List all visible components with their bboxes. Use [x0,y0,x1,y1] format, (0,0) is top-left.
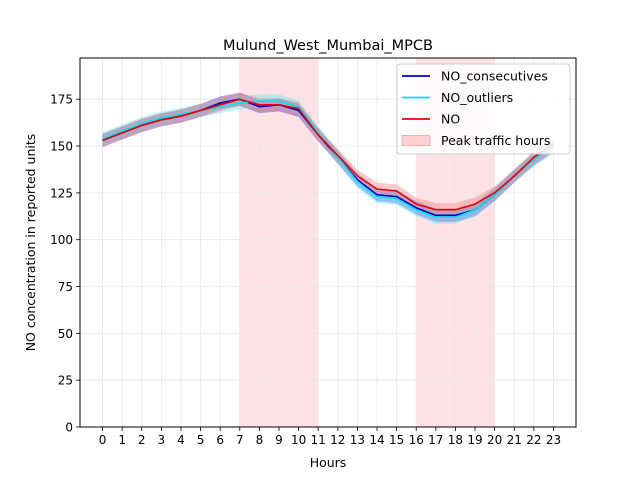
y-tick-label: 75 [58,280,73,294]
x-tick-label: 12 [330,433,345,447]
x-tick-label: 8 [256,433,264,447]
legend-label: Peak traffic hours [441,133,550,148]
y-tick-label: 50 [58,327,73,341]
x-tick-label: 7 [236,433,244,447]
line-NO [102,98,554,211]
legend-box [396,63,571,155]
x-tick-label: 20 [487,433,502,447]
y-tick-label: 175 [50,93,73,107]
x-tick-label: 23 [546,433,561,447]
y-tick-label: 25 [58,374,73,388]
y-tick-label: 125 [50,186,73,200]
legend-label: NO_consecutives [441,69,548,84]
x-tick-label: 22 [526,433,541,447]
x-tick-label: 18 [448,433,463,447]
x-tick-label: 6 [216,433,224,447]
x-tick-label: 11 [311,433,326,447]
x-tick-label: 3 [158,433,166,447]
x-tick-label: 15 [389,433,404,447]
y-tick-label: 150 [50,140,73,154]
y-axis-label: NO concentration in reported units [23,134,38,352]
x-tick-label: 9 [275,433,283,447]
legend-swatch-peak-traffic [401,135,431,146]
chart-title: Mulund_West_Mumbai_MPCB [223,38,433,54]
axes-frame [79,57,577,428]
x-tick-label: 0 [99,433,107,447]
x-tick-label: 1 [118,433,126,447]
y-tick-label: 0 [65,421,73,435]
x-axis-label: Hours [310,455,347,470]
x-tick-label: 2 [138,433,146,447]
x-axis-ticks: 0 1 2 3 4 5 6 7 8 9 10 11 12 13 14 15 16 17 18 19 20 21 22 23 [99,427,561,447]
x-tick-label: 21 [507,433,522,447]
y-axis-ticks: 0 25 50 75 100 125 150 175 [50,93,80,435]
x-tick-label: 10 [291,433,306,447]
y-tick-label: 100 [50,233,73,247]
x-tick-label: 13 [350,433,365,447]
series-lines [102,98,554,219]
x-tick-label: 16 [409,433,424,447]
x-tick-label: 5 [197,433,205,447]
x-tick-label: 19 [467,433,482,447]
x-tick-label: 14 [369,433,384,447]
legend-label: NO [441,112,460,127]
x-tick-label: 4 [177,433,185,447]
legend: NO_consecutives NO_outliers NO Peak traffic… [396,63,571,155]
legend-label: NO_outliers [441,90,513,105]
x-tick-label: 17 [428,433,443,447]
